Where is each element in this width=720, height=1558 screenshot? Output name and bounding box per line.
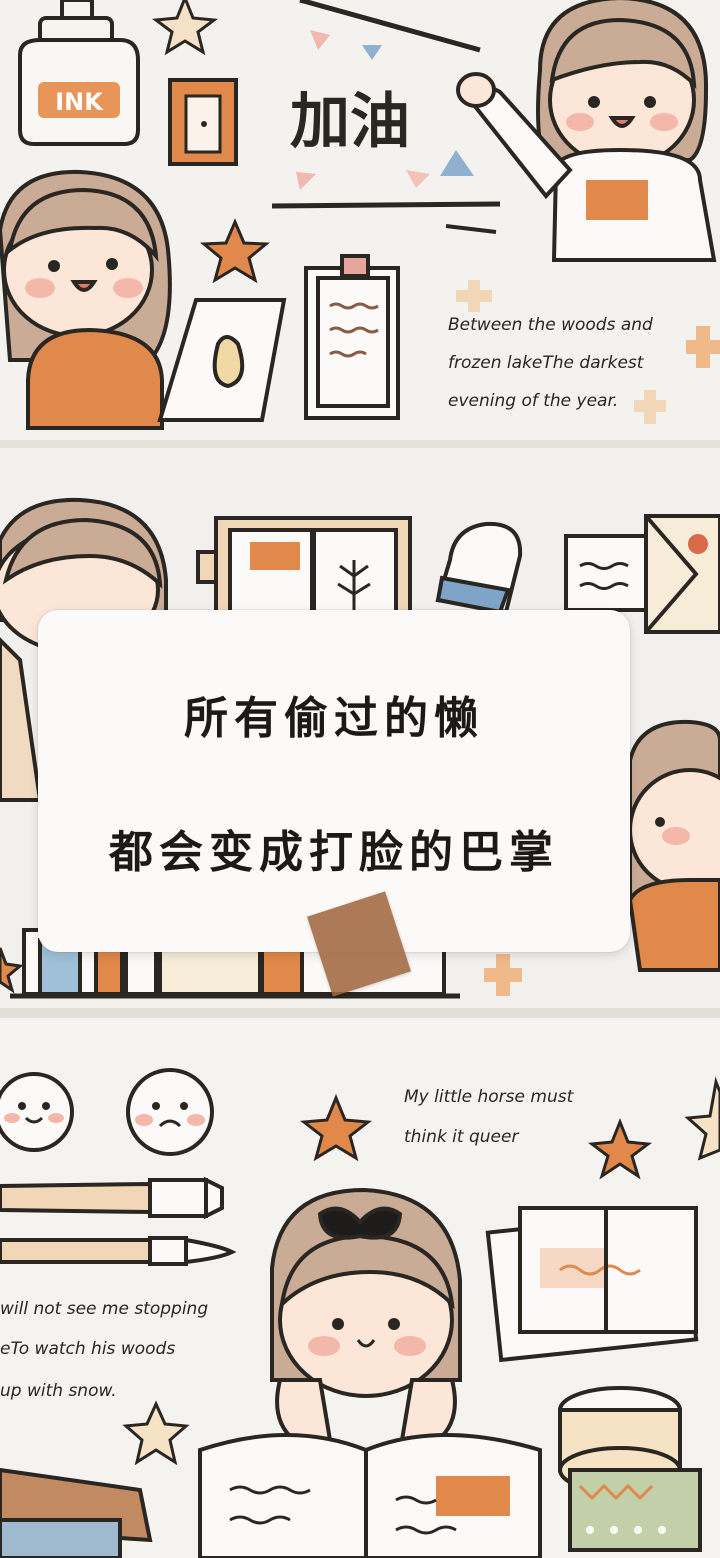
sad-face-icon bbox=[126, 1068, 214, 1156]
poem-left-line-3: up with snow. bbox=[0, 1381, 117, 1401]
star-icon bbox=[200, 218, 270, 284]
ink-bottle-icon bbox=[18, 0, 140, 146]
clipboard-icon bbox=[304, 254, 400, 420]
star-icon bbox=[122, 1400, 190, 1466]
quote-card: 所有偷过的懒 都会变成打脸的巴掌 bbox=[38, 610, 630, 952]
poem-top-line-3: evening of the year. bbox=[448, 391, 618, 411]
poem-top-line-2: frozen lakeThe darkest bbox=[448, 353, 645, 373]
girl-with-laptop-illustration bbox=[0, 169, 287, 430]
girl-right-illustration bbox=[627, 719, 720, 972]
poem-right-line-2: think it queer bbox=[404, 1127, 519, 1147]
quote-line-1: 所有偷过的懒 bbox=[184, 693, 484, 744]
poem-left-line-1: will not see me stopping bbox=[0, 1299, 208, 1319]
smiley-face-icon bbox=[0, 1072, 74, 1152]
ink-label: INK bbox=[55, 88, 104, 116]
poem-right-line-1: My little horse must bbox=[404, 1087, 575, 1107]
star-icon bbox=[0, 947, 24, 994]
star-icon bbox=[151, 0, 219, 56]
decor-line bbox=[299, 0, 481, 53]
sharpener-icon bbox=[168, 78, 238, 166]
open-book-icon bbox=[196, 516, 412, 616]
cheer-text: 加油 bbox=[290, 87, 410, 157]
envelope-icon bbox=[564, 514, 720, 634]
poem-left-line-2: eTo watch his woods bbox=[0, 1339, 175, 1359]
reading-girl-illustration bbox=[198, 1187, 542, 1558]
star-icon bbox=[588, 1117, 652, 1180]
washi-tape-icon bbox=[558, 1386, 702, 1552]
star-icon bbox=[684, 1076, 720, 1161]
paint-brush-icon bbox=[0, 1236, 237, 1266]
waving-girl-illustration bbox=[456, 0, 717, 262]
paint-brush-icon bbox=[0, 1176, 224, 1220]
stamp-letter-icon bbox=[485, 1206, 699, 1363]
quote-line-2: 都会变成打脸的巴掌 bbox=[109, 827, 559, 878]
poem-top-line-1: Between the woods and bbox=[448, 315, 653, 335]
eraser-icon bbox=[435, 521, 523, 615]
pencil-case-icon bbox=[0, 1467, 153, 1558]
star-icon bbox=[300, 1094, 372, 1162]
